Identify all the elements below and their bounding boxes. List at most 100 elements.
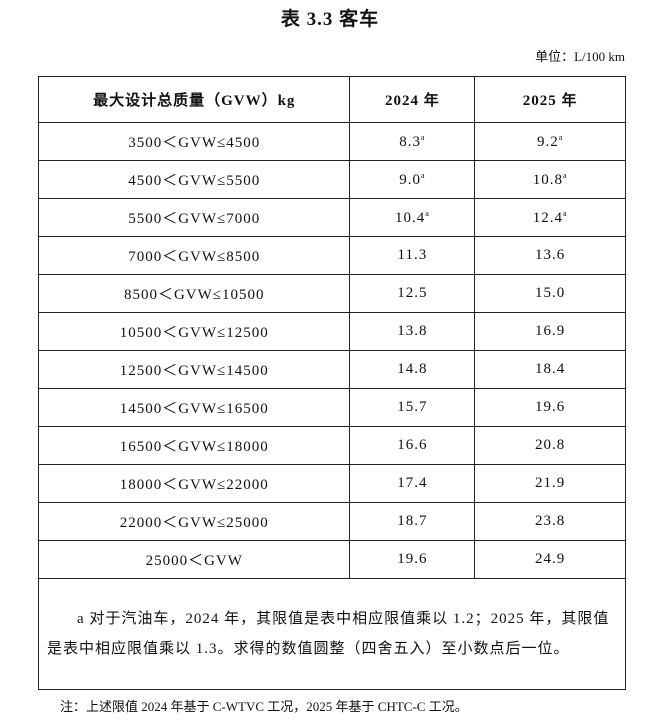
cell-text: 23.8 (535, 513, 566, 529)
cell-text: 5500＜GVW≤7000 (128, 211, 261, 227)
cell: 24.9 (474, 540, 626, 579)
cell: 10.8a (474, 160, 626, 199)
cell-text: 18000＜GVW≤22000 (119, 477, 269, 493)
cell: 13.6 (474, 236, 626, 275)
cell-text: 24.9 (535, 551, 566, 567)
cell-text: 11.3 (397, 247, 428, 263)
footnote: a 对于汽油车，2024 年，其限值是表中相应限值乘以 1.2；2025 年，其… (38, 578, 626, 690)
cell: 16.9 (474, 312, 626, 351)
cell-text: 15.7 (397, 399, 428, 415)
cell: 18.4 (474, 350, 626, 389)
cell: 14500＜GVW≤16500 (37, 388, 351, 427)
cell: 17.4 (349, 464, 476, 503)
cell-text: 12.4 (532, 209, 563, 226)
cell: 21.9 (474, 464, 626, 503)
row: 4500＜GVW≤5500 9.0a 10.8a (37, 160, 626, 199)
footnote-mark: a (420, 170, 426, 180)
cell-text: 10.8 (532, 171, 563, 188)
table: 最大设计总质量（GVW）kg 2024 年 2025 年 3500＜GVW≤4500… (37, 76, 626, 690)
footnote-mark: a (420, 132, 426, 142)
cell-text: 14500＜GVW≤16500 (119, 401, 269, 417)
cell-text: 14.8 (397, 361, 428, 377)
title: 表 3.3 客车 (280, 9, 380, 30)
cell: 15.0 (474, 274, 626, 313)
row: 7000＜GVW≤8500 11.3 13.6 (37, 236, 626, 275)
cell-text: 13.8 (397, 323, 428, 339)
cell: 10500＜GVW≤12500 (37, 312, 351, 351)
row: 12500＜GVW≤14500 14.8 18.4 (37, 350, 626, 389)
cell-text: 4500＜GVW≤5500 (128, 173, 261, 189)
cell: 9.2a (474, 122, 626, 161)
row: 22000＜GVW≤25000 18.7 23.8 (37, 502, 626, 541)
cell: 15.7 (349, 388, 476, 427)
header-cell: 2024 年 (349, 76, 476, 123)
cell: 19.6 (349, 540, 476, 579)
cell: 18.7 (349, 502, 476, 541)
cell-text: 18.4 (535, 361, 566, 377)
cell-text: 21.9 (535, 475, 566, 491)
cell: 20.8 (474, 426, 626, 465)
cell: 13.8 (349, 312, 476, 351)
footnote-mark: a (562, 208, 568, 218)
cell: 18000＜GVW≤22000 (37, 464, 351, 503)
unit: 单位：L/100 km (535, 49, 625, 64)
footnote-mark: a (425, 208, 430, 218)
cell-text: 17.4 (397, 475, 428, 491)
cell-text: 7000＜GVW≤8500 (128, 249, 261, 265)
cell-text: 8.3 (399, 133, 421, 150)
cell: 8.3a (349, 122, 476, 161)
cell-text: 16.6 (397, 437, 428, 453)
cell: 19.6 (474, 388, 626, 427)
cell: 5500＜GVW≤7000 (37, 198, 351, 237)
row: 3500＜GVW≤4500 8.3a 9.2a (37, 122, 626, 161)
cell: 12500＜GVW≤14500 (37, 350, 351, 389)
cell: 9.0a (349, 160, 476, 199)
cell-text: 10.4 (394, 209, 426, 226)
cell-text: 8500＜GVW≤10500 (123, 287, 265, 303)
cell: 25000＜GVW (37, 540, 351, 579)
cell-text: 19.6 (397, 551, 428, 567)
cell-text: 15.0 (535, 285, 566, 301)
cell: 8500＜GVW≤10500 (37, 274, 351, 313)
row: 16500＜GVW≤18000 16.6 20.8 (37, 426, 626, 465)
row: 5500＜GVW≤7000 10.4a 12.4a (37, 198, 626, 237)
cell: 12.4a (474, 198, 626, 237)
cell-text: 9.0 (399, 171, 421, 188)
row: 10500＜GVW≤12500 13.8 16.9 (37, 312, 626, 351)
cell: 4500＜GVW≤5500 (37, 160, 351, 199)
cell: 12.5 (349, 274, 476, 313)
footnote-row: a 对于汽油车，2024 年，其限值是表中相应限值乘以 1.2；2025 年，其… (38, 578, 626, 690)
row: 14500＜GVW≤16500 15.7 19.6 (37, 388, 626, 427)
cell: 7000＜GVW≤8500 (37, 236, 351, 275)
header-cell: 2025 年 (474, 76, 626, 123)
cell: 16.6 (349, 426, 476, 465)
cell-text: 12500＜GVW≤14500 (119, 363, 269, 379)
cell: 22000＜GVW≤25000 (37, 502, 351, 541)
cell-text: 20.8 (535, 437, 566, 453)
cell-text: 22000＜GVW≤25000 (119, 515, 269, 531)
cell-text: 18.7 (397, 513, 428, 529)
cell-text: 3500＜GVW≤4500 (128, 135, 261, 151)
cell-text: 12.5 (397, 285, 428, 301)
cell: 16500＜GVW≤18000 (37, 426, 351, 465)
cell-text: 25000＜GVW (145, 553, 243, 569)
row: 8500＜GVW≤10500 12.5 15.0 (37, 274, 626, 313)
cell: 23.8 (474, 502, 626, 541)
row: 18000＜GVW≤22000 17.4 21.9 (37, 464, 626, 503)
cell-text: 9.2 (536, 133, 559, 150)
cell: 11.3 (349, 236, 476, 275)
cell-text: 10500＜GVW≤12500 (119, 325, 269, 341)
cell-text: 16500＜GVW≤18000 (119, 439, 269, 455)
cell-text: 16.9 (535, 323, 566, 339)
header-cell: 最大设计总质量（GVW）kg (37, 76, 351, 123)
header-row: 最大设计总质量（GVW）kg 2024 年 2025 年 (37, 76, 626, 123)
footnote-mark: a (562, 170, 568, 180)
row: 25000＜GVW 19.6 24.9 (37, 540, 626, 579)
footnote-mark: a (558, 132, 564, 142)
cell: 3500＜GVW≤4500 (37, 122, 351, 161)
cell: 10.4a (349, 198, 476, 237)
cell: 14.8 (349, 350, 476, 389)
note: 注：上述限值 2024 年基于 C-WTVC 工况，2025 年基于 CHTC-… (60, 699, 468, 714)
cell-text: 13.6 (535, 247, 566, 263)
